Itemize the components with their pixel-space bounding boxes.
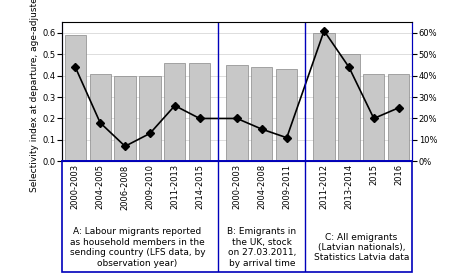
- Text: 2013-2014: 2013-2014: [345, 164, 354, 209]
- Text: 2011-2013: 2011-2013: [170, 164, 179, 209]
- Text: 2004-2008: 2004-2008: [257, 164, 266, 209]
- Text: B: Emigrants in
the UK, stock
on 27.03.2011,
by arrival time: B: Emigrants in the UK, stock on 27.03.2…: [228, 227, 296, 267]
- Legend: Share of minority (right scale), Minority selectivity index: Share of minority (right scale), Minorit…: [72, 0, 402, 3]
- Bar: [276, 69, 297, 161]
- Bar: [189, 63, 210, 161]
- Bar: [313, 33, 335, 161]
- Text: 2016: 2016: [394, 164, 403, 185]
- Bar: [251, 67, 273, 161]
- Bar: [164, 63, 185, 161]
- Bar: [115, 76, 136, 161]
- Bar: [90, 74, 111, 161]
- Text: 2000-2003: 2000-2003: [233, 164, 241, 209]
- Bar: [139, 76, 161, 161]
- Text: 2011-2012: 2011-2012: [319, 164, 328, 209]
- Text: 2014-2015: 2014-2015: [195, 164, 204, 209]
- Text: 2006-2008: 2006-2008: [120, 164, 129, 210]
- Text: 2009-2011: 2009-2011: [282, 164, 291, 209]
- Text: A: Labour migrants reported
as household members in the
sending country (LFS dat: A: Labour migrants reported as household…: [70, 227, 205, 267]
- Text: 2009-2010: 2009-2010: [146, 164, 155, 209]
- Text: C: All emigrants
(Latvian nationals),
Statistics Latvia data: C: All emigrants (Latvian nationals), St…: [314, 232, 409, 262]
- Bar: [388, 74, 409, 161]
- Text: 2000-2003: 2000-2003: [71, 164, 80, 209]
- Bar: [338, 54, 359, 161]
- Bar: [65, 35, 86, 161]
- Text: 2015: 2015: [369, 164, 378, 185]
- Text: 2004-2005: 2004-2005: [96, 164, 105, 209]
- Y-axis label: Selectivity index at departure, age-adjusted: Selectivity index at departure, age-adju…: [30, 0, 39, 192]
- Bar: [227, 65, 247, 161]
- Bar: [363, 74, 384, 161]
